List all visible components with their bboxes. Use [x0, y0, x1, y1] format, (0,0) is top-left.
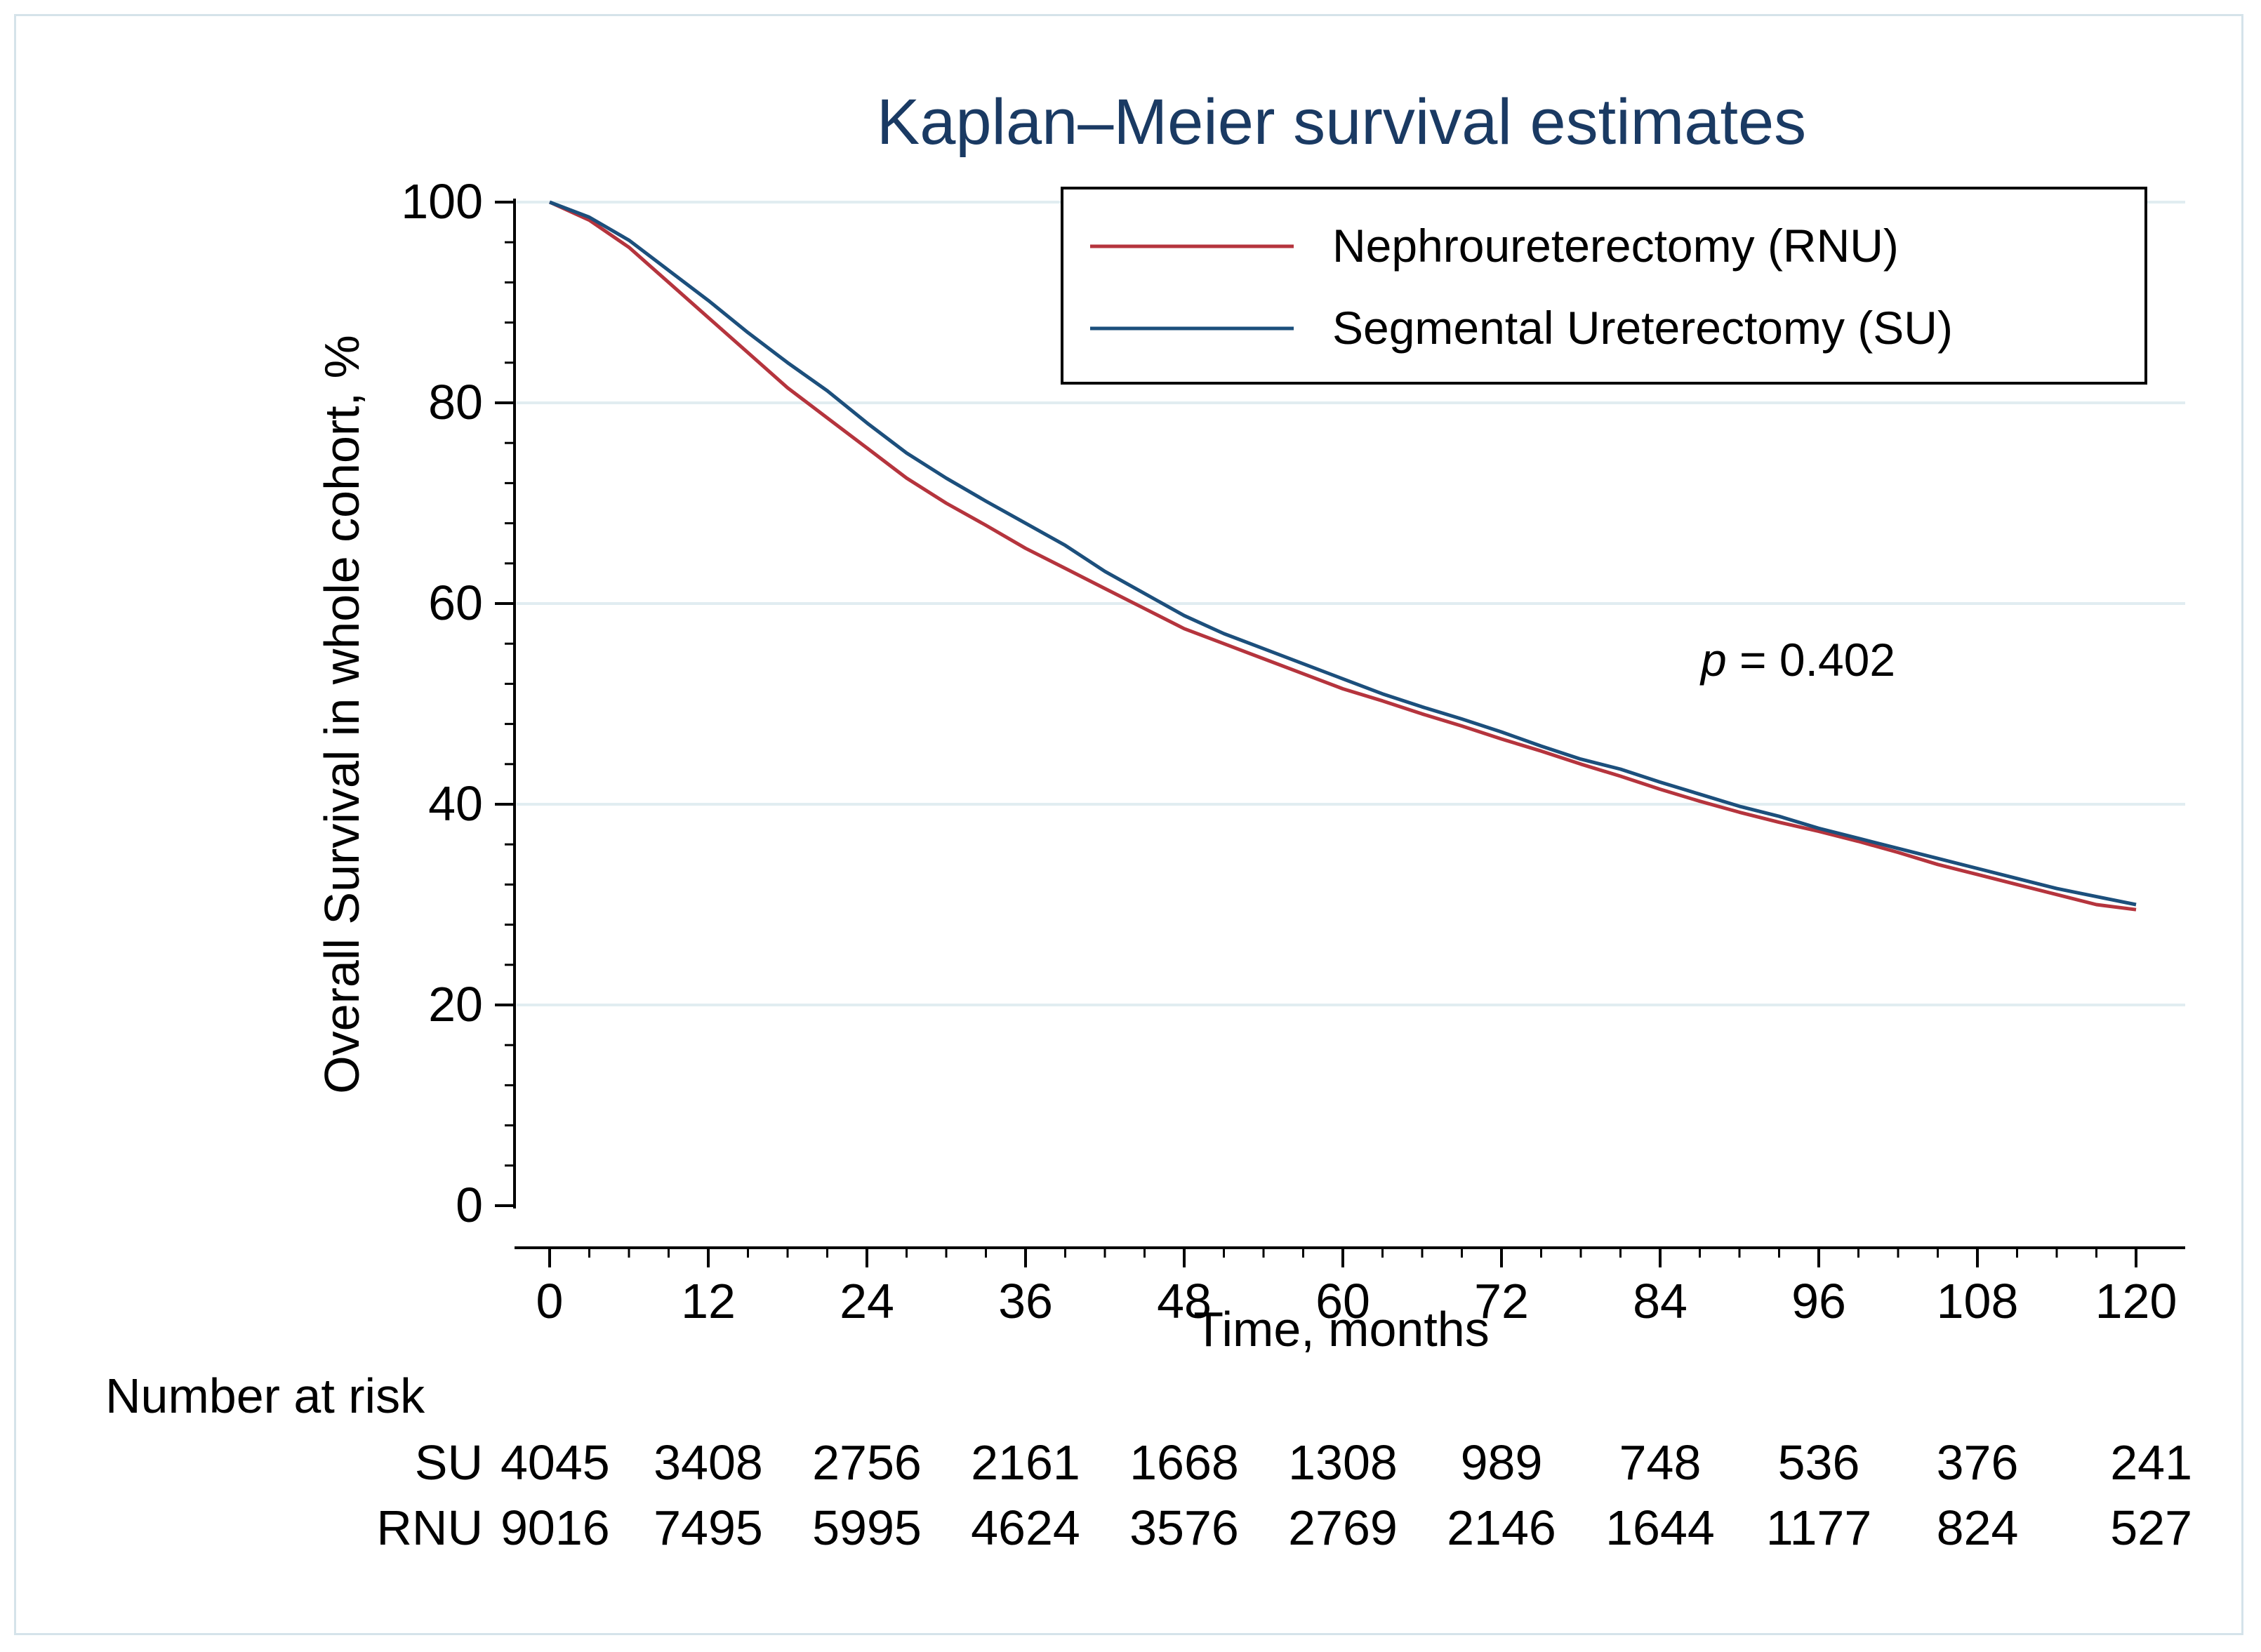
risk-value: 3408 [654, 1435, 763, 1490]
x-tick-label: 48 [1157, 1274, 1212, 1328]
legend-box [1061, 187, 2147, 385]
x-tick-label: 60 [1315, 1274, 1370, 1328]
risk-table-title: Number at risk [105, 1368, 425, 1423]
x-tick-label: 108 [1937, 1274, 2019, 1328]
y-tick-label: 20 [428, 977, 483, 1032]
risk-value: 989 [1461, 1435, 1543, 1490]
survival-curve-su [549, 200, 2137, 907]
x-tick-label: 0 [536, 1274, 564, 1328]
risk-row-label: RNU [376, 1500, 483, 1555]
risk-value: 1668 [1129, 1435, 1239, 1490]
risk-value: 536 [1778, 1435, 1860, 1490]
risk-value: 241 [2110, 1435, 2192, 1490]
legend-label-rnu: Nephroureterectomy (RNU) [1332, 220, 1899, 272]
risk-value: 1308 [1288, 1435, 1398, 1490]
legend-label-su: Segmental Ureterectomy (SU) [1332, 302, 1953, 354]
risk-row-label: SU [415, 1435, 483, 1490]
x-tick-label: 36 [998, 1274, 1053, 1328]
kaplan-meier-chart: Kaplan–Meier survival estimates 0 20 40 60 8… [105, 86, 2192, 1555]
legend: Nephroureterectomy (RNU) Segmental Urete… [1061, 187, 2147, 385]
x-axis-label: Time, months [1193, 1302, 1489, 1357]
survival-curve-rnu [548, 200, 2137, 912]
risk-value: 2161 [971, 1435, 1080, 1490]
risk-value: 376 [1937, 1435, 2019, 1490]
x-tick-label: 12 [681, 1274, 736, 1328]
risk-value: 824 [1937, 1500, 2019, 1555]
risk-table: SU 4045 3408 2756 2161 1668 1308 989 748 536 376 24… [376, 1435, 2192, 1555]
x-tick-label: 84 [1633, 1274, 1688, 1328]
p-value-symbol: p [1699, 634, 1727, 686]
y-axis-label: Overall Survival in whole cohort, % [314, 335, 369, 1094]
risk-value: 2756 [812, 1435, 922, 1490]
chart-title: Kaplan–Meier survival estimates [877, 86, 1806, 158]
x-tick-label: 96 [1791, 1274, 1846, 1328]
p-value-text: = 0.402 [1727, 634, 1895, 686]
risk-value: 5995 [812, 1500, 922, 1555]
x-tick-label: 24 [840, 1274, 894, 1328]
risk-value: 1644 [1605, 1500, 1715, 1555]
y-tick-label: 80 [428, 375, 483, 429]
risk-value: 2146 [1447, 1500, 1556, 1555]
risk-value: 9016 [500, 1500, 610, 1555]
risk-value: 4624 [971, 1500, 1080, 1555]
x-tick-label: 72 [1474, 1274, 1529, 1328]
risk-value: 748 [1619, 1435, 1702, 1490]
axes: 0 20 40 60 80 100 0 12 24 36 48 60 72 84 96 108 120 [401, 174, 2185, 1328]
y-tick-label: 0 [456, 1178, 483, 1232]
survival-curves [548, 200, 2137, 912]
y-tick-label: 100 [401, 174, 483, 229]
risk-value: 4045 [500, 1435, 610, 1490]
p-value-annotation: p = 0.402 [1699, 634, 1895, 686]
y-tick-label: 60 [428, 575, 483, 630]
risk-value: 2769 [1288, 1500, 1398, 1555]
risk-value: 527 [2110, 1500, 2192, 1555]
risk-value: 1177 [1766, 1500, 1872, 1555]
figure-frame: Kaplan–Meier survival estimates 0 20 40 60 8… [14, 14, 2243, 1635]
risk-value: 7495 [654, 1500, 763, 1555]
x-tick-label: 120 [2095, 1274, 2177, 1328]
y-tick-label: 40 [428, 776, 483, 831]
risk-value: 3576 [1129, 1500, 1239, 1555]
